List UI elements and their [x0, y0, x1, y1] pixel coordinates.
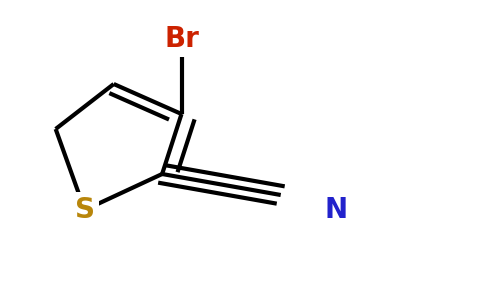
Text: Br: Br — [164, 25, 199, 53]
Text: S: S — [75, 196, 95, 224]
Text: N: N — [325, 196, 348, 224]
